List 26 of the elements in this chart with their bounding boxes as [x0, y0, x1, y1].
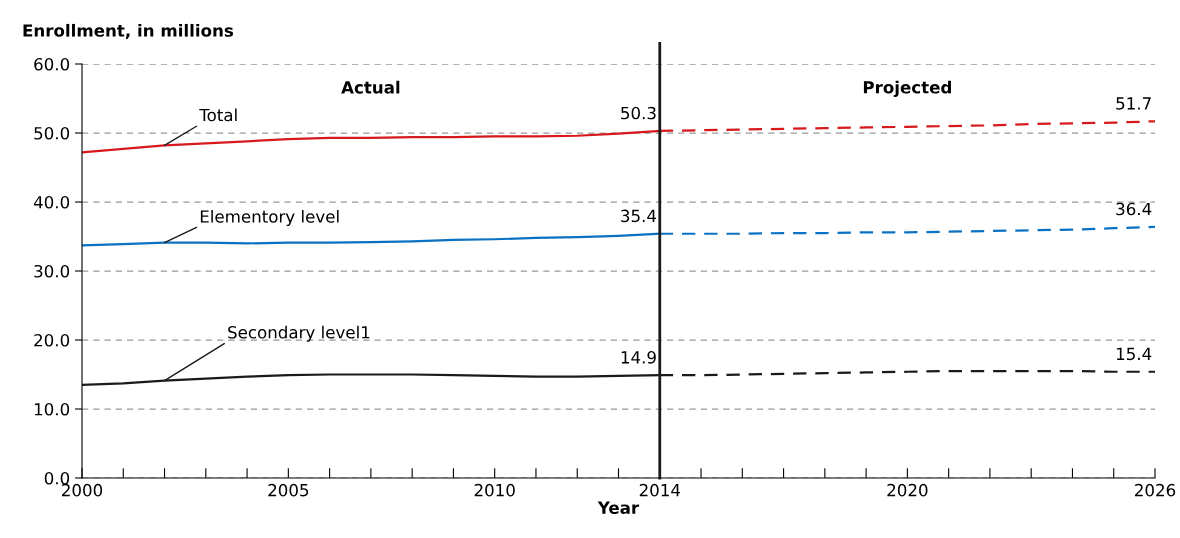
x-tick-label: 2020	[887, 483, 928, 497]
x-tick-label: 2000	[62, 483, 103, 497]
data-label: 14.9	[621, 351, 656, 364]
data-label: 35.4	[621, 209, 657, 223]
data-label: 50.3	[621, 106, 656, 120]
annotation: Projected	[863, 80, 951, 97]
data-label: 36.4	[1116, 202, 1152, 216]
y-tick-label: 60.0	[34, 57, 70, 71]
x-tick-label: 2005	[268, 483, 309, 497]
series-label: Total	[199, 108, 237, 122]
x-tick-label: 2014	[639, 483, 681, 497]
data-label: 15.4	[1116, 347, 1152, 361]
y-tick-label: 0.0	[44, 471, 70, 485]
y-tick-label: 10.0	[34, 402, 70, 416]
data-label: 51.7	[1116, 97, 1151, 110]
annotation: Actual	[341, 80, 400, 94]
x-tick-label: 2010	[474, 483, 515, 497]
y-tick-label: 50.0	[34, 126, 70, 140]
y-tick-label: 20.0	[34, 333, 70, 347]
y-tick-label: 40.0	[33, 195, 70, 209]
x-axis-title: Year	[597, 501, 640, 514]
series-label: Secondary level1	[228, 325, 370, 342]
series-label: Elementory level	[200, 209, 339, 227]
y-tick-label: 30.0	[34, 264, 70, 278]
x-tick-label: 2026	[1135, 483, 1176, 497]
y-axis-title: Enrollment, in millions	[23, 23, 234, 39]
